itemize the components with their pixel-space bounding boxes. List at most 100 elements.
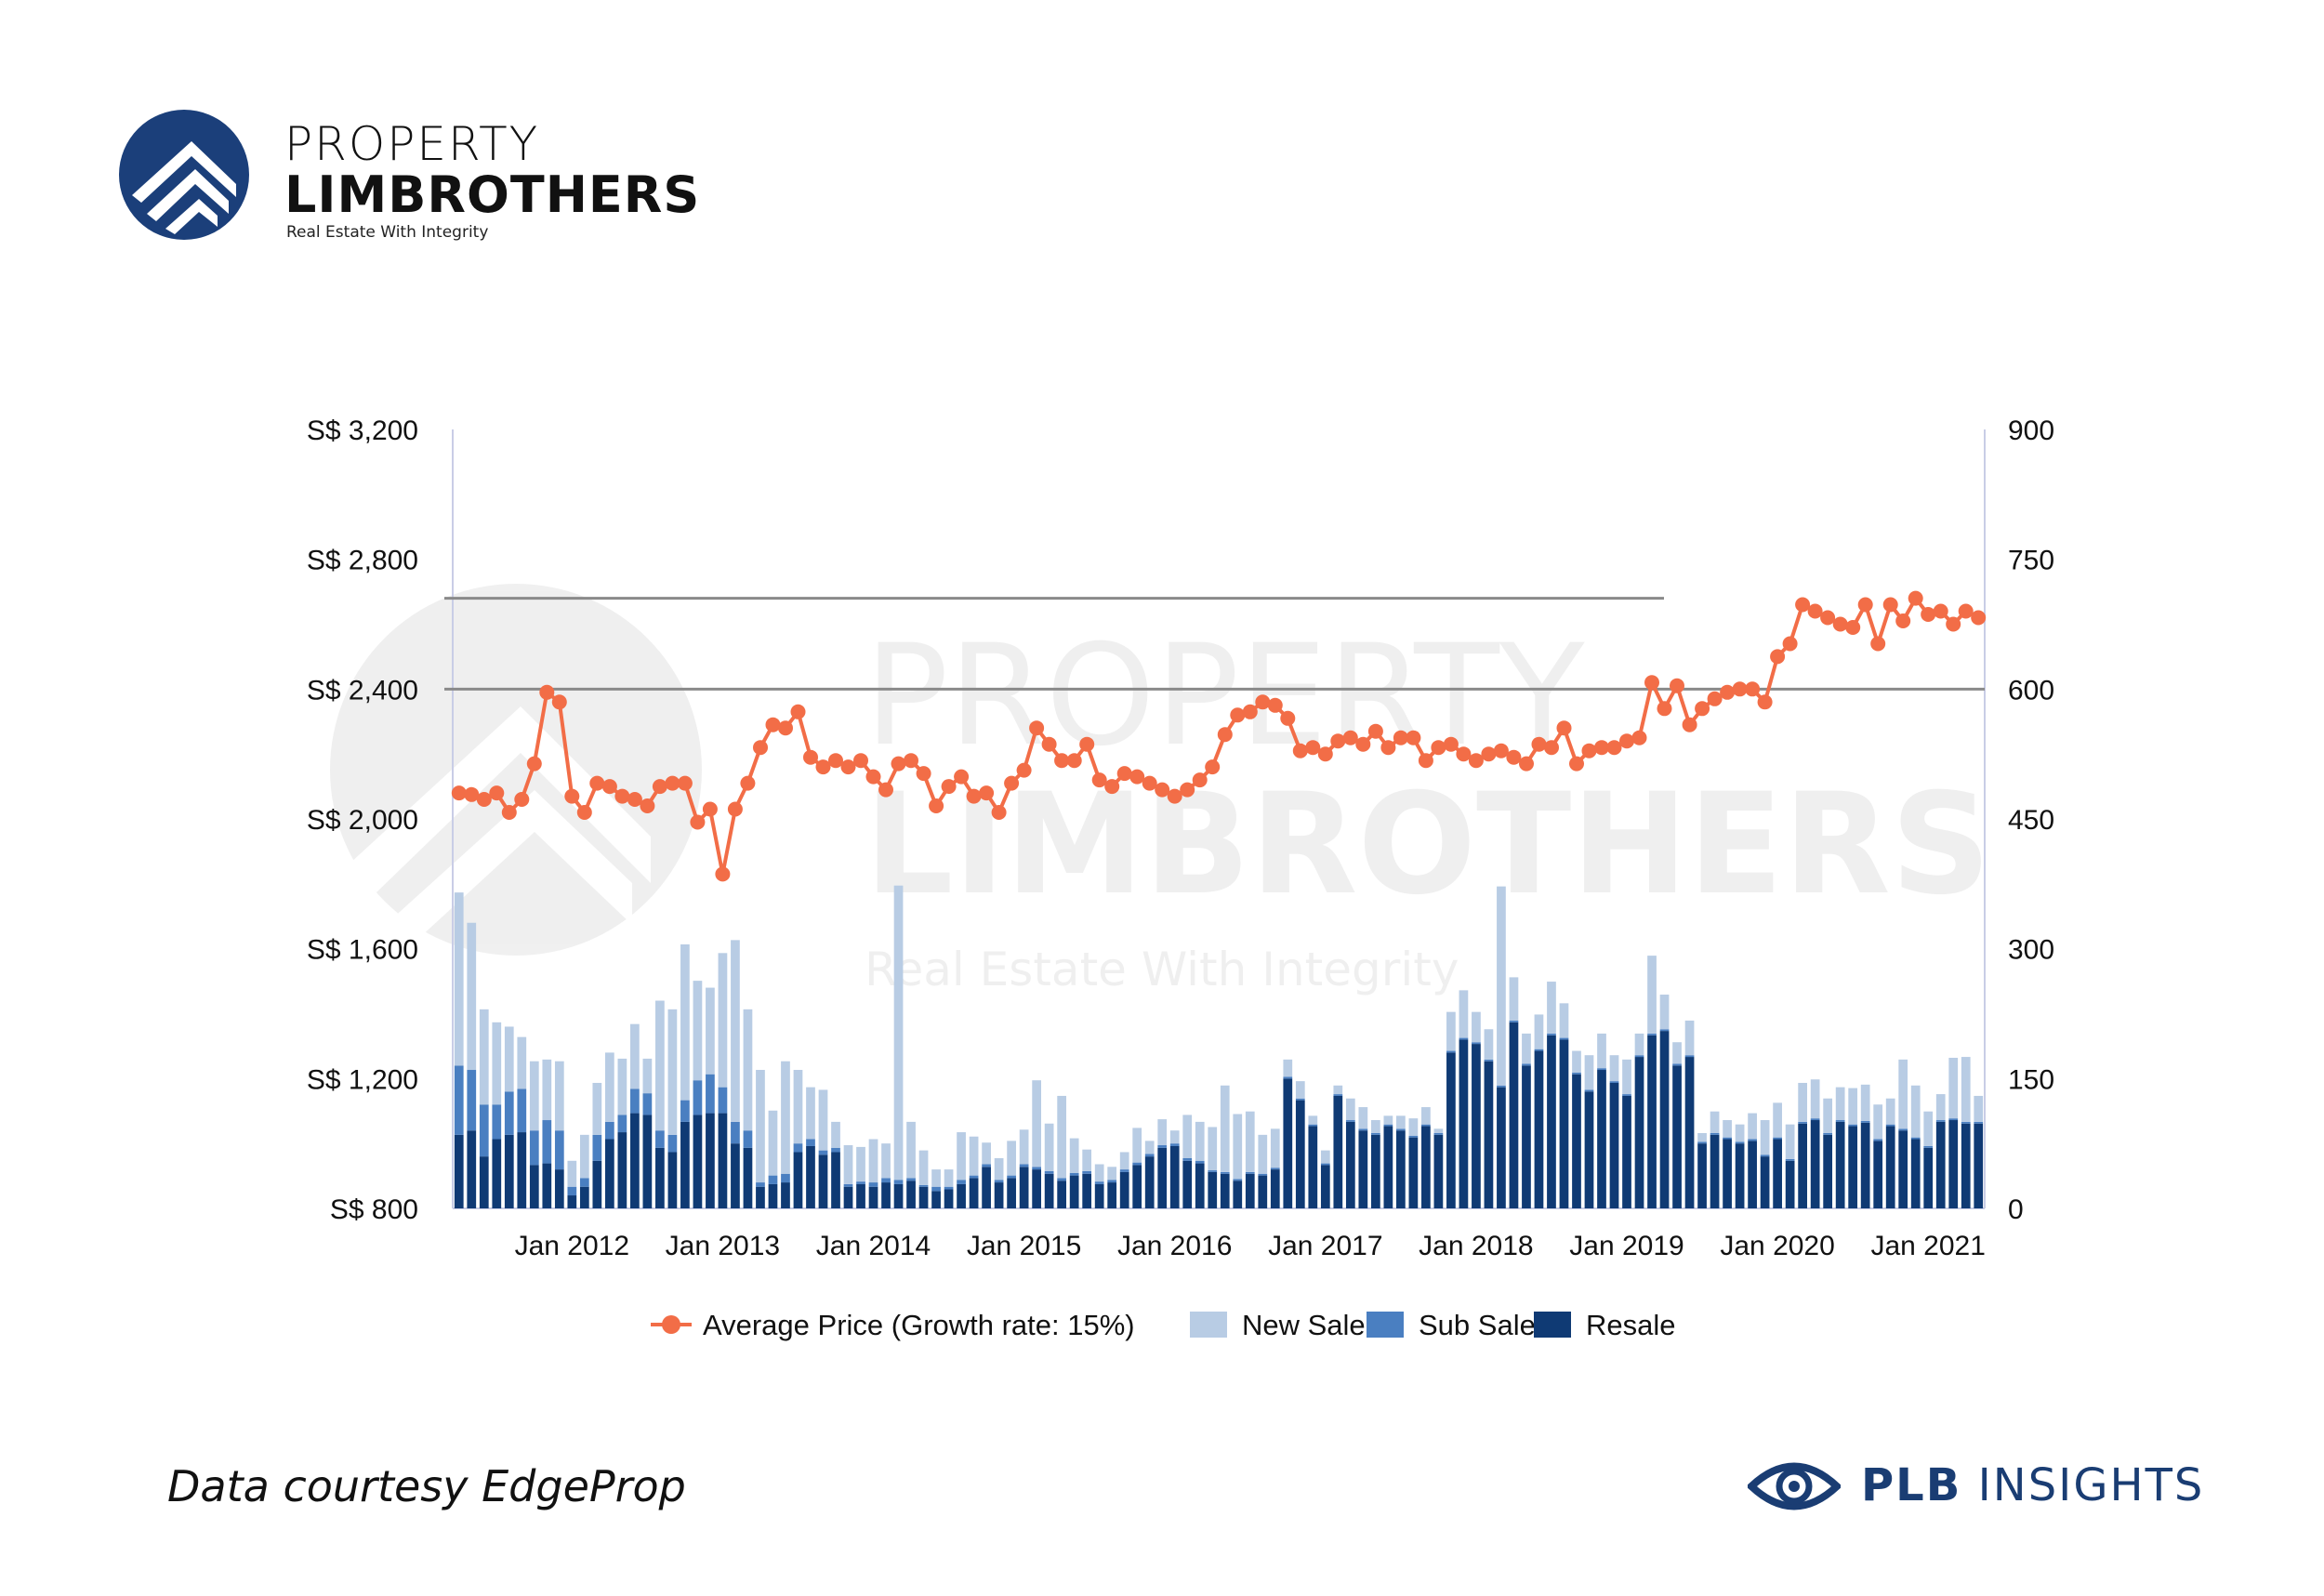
bar-resale xyxy=(1433,1134,1444,1208)
bar-sub-sale xyxy=(957,1180,966,1184)
bar-sub-sale xyxy=(1974,1121,1984,1124)
bar-resale xyxy=(957,1183,966,1208)
bar-new-sale xyxy=(918,1150,929,1185)
bar-sub-sale xyxy=(1044,1170,1054,1174)
bar-sub-sale xyxy=(1497,1085,1506,1088)
bar-new-sale xyxy=(1835,1087,1845,1121)
bar-sub-sale xyxy=(718,1087,728,1114)
legend-line-marker xyxy=(662,1315,680,1334)
price-point xyxy=(865,769,881,785)
bar-sub-sale xyxy=(1396,1128,1406,1131)
bar-new-sale xyxy=(567,1160,577,1187)
bar-sub-sale xyxy=(1597,1068,1606,1071)
bar-sub-sale xyxy=(1459,1037,1469,1040)
price-point xyxy=(904,753,918,769)
watermark-line1: PROPERTY xyxy=(865,615,1585,777)
bar-new-sale xyxy=(1484,1029,1494,1060)
bar-new-sale xyxy=(1408,1118,1419,1136)
bar-new-sale xyxy=(1119,1152,1129,1170)
bar-sub-sale xyxy=(1408,1135,1419,1138)
bar-resale xyxy=(1144,1156,1155,1208)
price-point xyxy=(753,740,768,756)
bar-resale xyxy=(1019,1167,1029,1208)
bar-sub-sale xyxy=(1647,1033,1657,1035)
bar-resale xyxy=(1107,1182,1117,1208)
price-point xyxy=(1795,597,1811,613)
bar-sub-sale xyxy=(1634,1055,1644,1058)
bar-sub-sale xyxy=(604,1121,614,1140)
price-point xyxy=(929,798,944,813)
bar-new-sale xyxy=(1785,1124,1795,1159)
bar-resale xyxy=(454,1134,464,1208)
price-point xyxy=(1782,636,1798,652)
price-point xyxy=(1594,740,1609,756)
bar-sub-sale xyxy=(1019,1164,1029,1167)
price-point xyxy=(1619,733,1634,749)
plb-insights-text: PLB INSIGHTS xyxy=(1861,1459,2204,1511)
bar-sub-sale xyxy=(1007,1175,1016,1179)
bar-new-sale xyxy=(1609,1055,1619,1082)
bar-new-sale xyxy=(579,1134,589,1179)
price-point xyxy=(1895,613,1911,628)
bar-new-sale xyxy=(1370,1120,1380,1133)
bar-resale xyxy=(1472,1044,1481,1208)
bar-sub-sale xyxy=(1233,1179,1243,1181)
bar-resale xyxy=(1873,1141,1883,1208)
price-point xyxy=(1695,701,1710,717)
plb-insights-bold: PLB xyxy=(1861,1459,1962,1511)
bar-sub-sale xyxy=(1057,1178,1067,1181)
bar-new-sale xyxy=(1383,1115,1393,1125)
bars xyxy=(454,885,1984,1208)
bar-sub-sale xyxy=(1295,1098,1305,1101)
price-point xyxy=(840,759,856,775)
price-point xyxy=(1016,762,1032,778)
bar-sub-sale xyxy=(1484,1059,1494,1062)
bar-resale xyxy=(994,1182,1004,1208)
bar-resale xyxy=(1810,1120,1820,1208)
bar-new-sale xyxy=(1019,1129,1029,1165)
price-point xyxy=(1770,649,1786,665)
bar-resale xyxy=(1007,1178,1016,1208)
bar-resale xyxy=(1370,1134,1380,1208)
bar-sub-sale xyxy=(1258,1173,1268,1176)
bar-new-sale xyxy=(931,1169,941,1187)
bar-new-sale xyxy=(1559,1003,1569,1038)
price-point xyxy=(765,717,781,732)
bar-resale xyxy=(1659,1031,1670,1208)
price-point xyxy=(1757,694,1773,710)
y-right-tick-label: 0 xyxy=(2008,1194,2024,1225)
bar-resale xyxy=(1647,1035,1657,1208)
price-point xyxy=(576,805,592,820)
legend-bar-swatch xyxy=(1190,1312,1227,1338)
price-point xyxy=(1493,743,1509,758)
bar-new-sale xyxy=(1773,1102,1782,1138)
bar-resale xyxy=(1497,1087,1506,1208)
bar-sub-sale xyxy=(1835,1120,1845,1122)
x-tick-label: Jan 2016 xyxy=(1117,1231,1232,1261)
bar-resale xyxy=(1923,1147,1934,1208)
bar-new-sale xyxy=(1157,1119,1168,1146)
price-point xyxy=(526,756,542,772)
price-point xyxy=(1531,736,1547,752)
bar-resale xyxy=(1609,1082,1619,1208)
bar-resale xyxy=(1534,1050,1544,1208)
price-point xyxy=(451,785,467,801)
bar-sub-sale xyxy=(1760,1154,1770,1157)
price-point xyxy=(601,779,617,795)
bar-sub-sale xyxy=(1910,1137,1921,1140)
y-right-tick-label: 300 xyxy=(2008,935,2054,966)
x-tick-label: Jan 2018 xyxy=(1419,1231,1533,1261)
bar-sub-sale xyxy=(1132,1162,1142,1166)
price-point xyxy=(1217,727,1233,743)
bar-new-sale xyxy=(1584,1055,1594,1090)
price-point xyxy=(1418,753,1433,769)
price-point xyxy=(1657,701,1672,717)
bar-sub-sale xyxy=(1948,1118,1959,1121)
bar-resale xyxy=(1169,1145,1180,1208)
bar-sub-sale xyxy=(1119,1169,1129,1172)
price-point xyxy=(1367,723,1383,739)
bar-resale xyxy=(1860,1122,1870,1208)
bar-sub-sale xyxy=(1823,1132,1833,1135)
y-right-tick-label: 450 xyxy=(2008,805,2054,836)
price-point xyxy=(1933,603,1948,619)
